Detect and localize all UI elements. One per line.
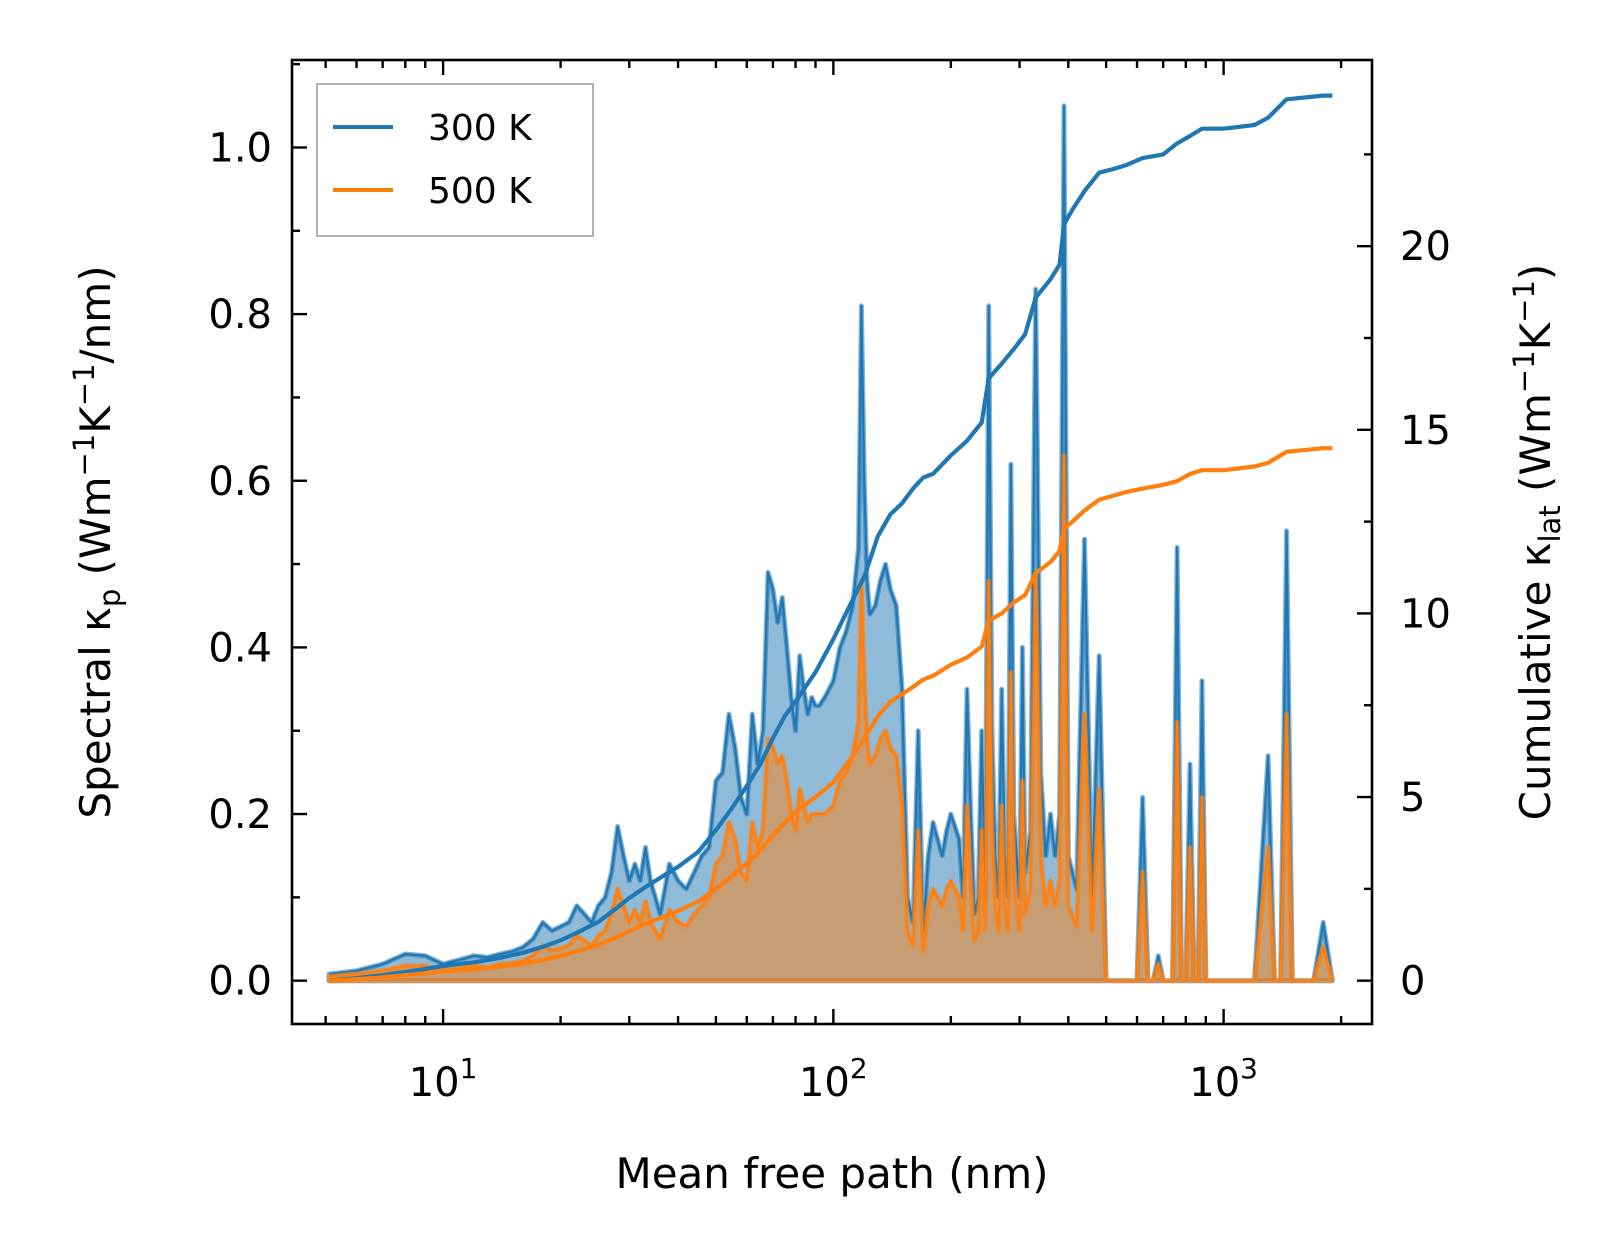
y-right-tick-label: 15 [1400, 408, 1451, 454]
y-left-sup1: −1 [67, 434, 101, 477]
y-axis-label-left: Spectral κp (Wm−1K−1/nm) [67, 265, 127, 818]
y-left-tick-label: 0.8 [208, 292, 272, 338]
legend-label-500k: 500 K [428, 171, 533, 212]
cumulative-line-layer [328, 93, 1333, 983]
y-left-tick-label: 0.4 [208, 625, 272, 671]
y-right-tick-label: 5 [1400, 775, 1425, 821]
y-right-tick-label: 0 [1400, 959, 1425, 1005]
y-right-sup1: −1 [1507, 350, 1541, 393]
x-tick-base: 10 [799, 1060, 850, 1106]
x-tick-label: 103 [1189, 1052, 1258, 1106]
y-left-unit-mid: K [71, 405, 120, 434]
y-left-main: Spectral κ [71, 607, 120, 819]
y-right-unit-open: (Wm [1511, 393, 1560, 505]
y-left-sub: p [93, 589, 127, 607]
plot-frame [290, 58, 1374, 1026]
x-tick-label: 101 [409, 1052, 478, 1106]
y-left-unit-open: (Wm [71, 477, 120, 589]
x-tick-label: 102 [799, 1052, 868, 1106]
cumulative-line-300k [328, 93, 1333, 983]
spectral-line-500k [328, 454, 1334, 982]
y-right-sup2: −1 [1507, 280, 1541, 323]
y-right-unit-mid: K [1511, 321, 1560, 350]
x-tick-exp: 3 [1240, 1052, 1258, 1085]
y-right-tick-label: 10 [1400, 591, 1451, 637]
x-tick-exp: 2 [850, 1052, 868, 1085]
y-left-tick-label: 1.0 [208, 125, 272, 171]
legend-frame [316, 83, 594, 237]
axis-ticks [292, 60, 1372, 1024]
y-right-sub: lat [1533, 505, 1567, 542]
x-tick-exp: 1 [460, 1052, 478, 1085]
y-right-unit-close: ) [1511, 264, 1560, 280]
y-axis-label-right: Cumulative κlat (Wm−1K−1) [1507, 264, 1567, 821]
y-right-tick-label: 20 [1400, 224, 1451, 270]
legend: 300 K 500 K [316, 83, 594, 237]
y-left-unit-close: /nm) [71, 265, 120, 363]
y-left-tick-label: 0.0 [208, 959, 272, 1005]
y-right-main: Cumulative κ [1511, 543, 1560, 821]
cumulative-line-500k [328, 446, 1333, 983]
spectral-fill-layer [326, 103, 1335, 984]
y-left-sup2: −1 [67, 363, 101, 406]
x-tick-base: 10 [1189, 1060, 1240, 1106]
x-axis-label: Mean free path (nm) [615, 1149, 1048, 1198]
y-left-tick-label: 0.2 [208, 792, 272, 838]
x-tick-base: 10 [409, 1060, 460, 1106]
legend-label-300k: 300 K [428, 108, 533, 149]
y-left-tick-label: 0.6 [208, 459, 272, 505]
